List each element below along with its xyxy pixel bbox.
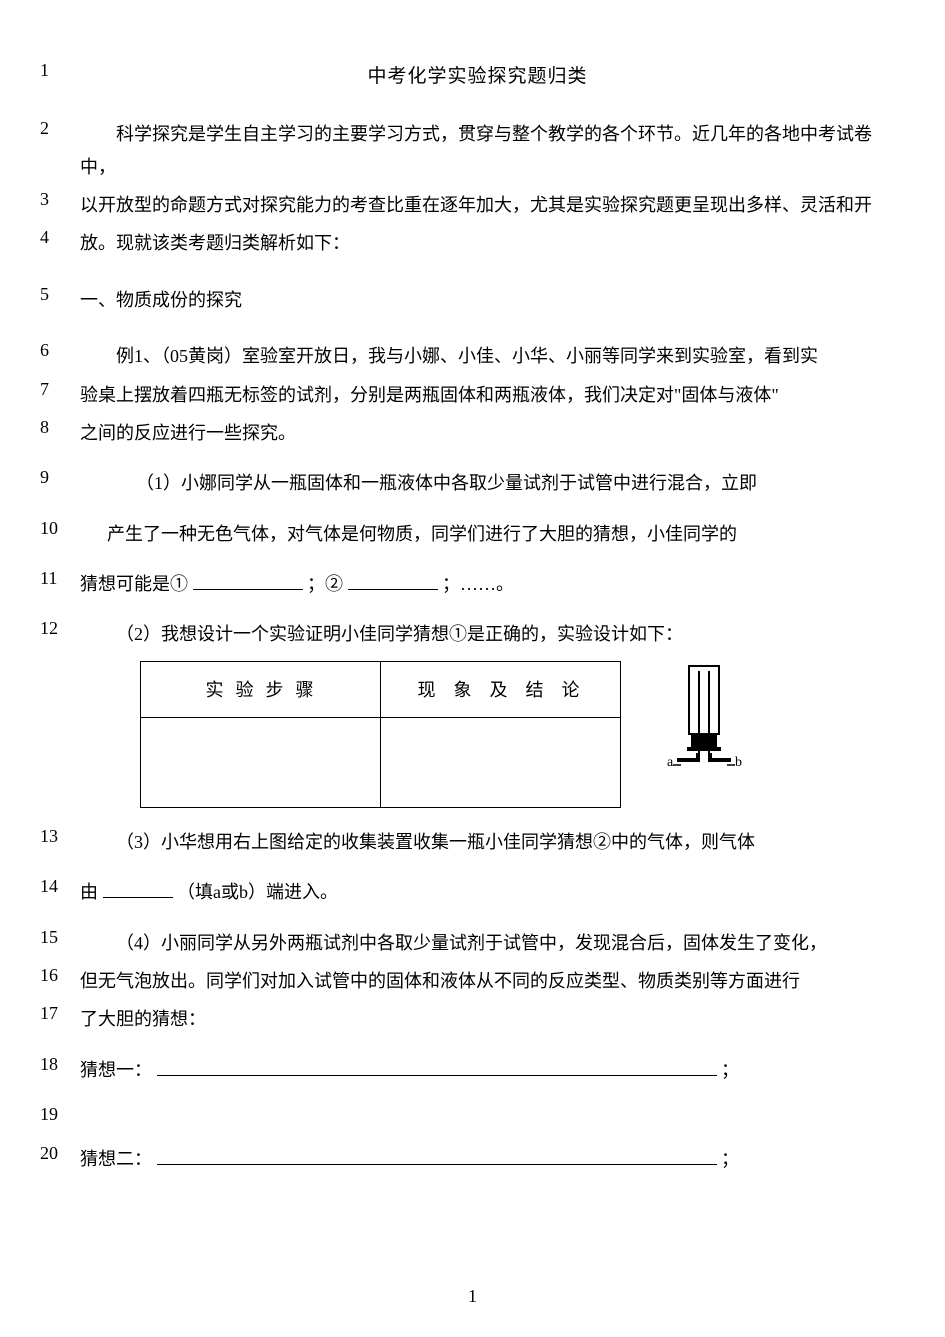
line-7: 7 验桌上摆放着四瓶无标签的试剂，分别是两瓶固体和两瓶液体，我们决定对"固体与液… (40, 379, 875, 411)
section-heading: 一、物质成份的探究 (80, 284, 875, 316)
line-18: 18 猜想一： ； (40, 1054, 875, 1086)
fill-blank-line: 由 （填a或b）端进入。 (80, 876, 875, 908)
line-number: 10 (40, 518, 80, 539)
line-number: 8 (40, 417, 80, 438)
line-17: 17 了大胆的猜想： (40, 1003, 875, 1035)
line-4: 4 放。现就该类考题归类解析如下： (40, 227, 875, 259)
line-number: 12 (40, 618, 80, 639)
text: 科学探究是学生自主学习的主要学习方式，贯穿与整个教学的各个环节。近几年的各地中考… (80, 124, 872, 176)
paragraph-text: （4）小丽同学从另外两瓶试剂中各取少量试剂于试管中，发现混合后，固体发生了变化， (80, 927, 875, 959)
table-header-steps: 实验步骤 (141, 661, 381, 717)
document-title: 中考化学实验探究题归类 (80, 60, 875, 94)
paragraph-text: 例1、（05黄岗）室验室开放日，我与小娜、小佳、小华、小丽等同学来到实验室，看到… (80, 340, 875, 372)
paragraph-text: （3）小华想用右上图给定的收集装置收集一瓶小佳同学猜想②中的气体，则气体 (80, 826, 875, 858)
line-6: 6 例1、（05黄岗）室验室开放日，我与小娜、小佳、小华、小丽等同学来到实验室，… (40, 340, 875, 372)
fill-blank-line: 猜想可能是① ；② ；……。 (80, 568, 875, 600)
paragraph-text: 了大胆的猜想： (80, 1003, 875, 1035)
blank-field[interactable] (193, 572, 303, 590)
text: （填a或b）端进入。 (177, 882, 338, 902)
text: 例1、（05黄岗）室验室开放日，我与小娜、小佳、小华、小丽等同学来到实验室，看到… (116, 346, 818, 366)
line-14: 14 由 （填a或b）端进入。 (40, 876, 875, 908)
line-12: 12 （2）我想设计一个实验证明小佳同学猜想①是正确的，实验设计如下： (40, 618, 875, 650)
text: 猜想二： (80, 1149, 152, 1169)
line-number: 16 (40, 965, 80, 986)
line-13: 13 （3）小华想用右上图给定的收集装置收集一瓶小佳同学猜想②中的气体，则气体 (40, 826, 875, 858)
line-10: 10 产生了一种无色气体，对气体是何物质，同学们进行了大胆的猜想，小佳同学的 (40, 518, 875, 550)
line-5: 5 一、物质成份的探究 (40, 284, 875, 316)
table-header-conclusion: 现象及结论 (381, 661, 621, 717)
line-number: 19 (40, 1104, 80, 1125)
line-number: 14 (40, 876, 80, 897)
paragraph-text: 但无气泡放出。同学们对加入试管中的固体和液体从不同的反应类型、物质类别等方面进行 (80, 965, 875, 997)
table-cell-empty[interactable] (141, 717, 381, 807)
paragraph-text: 以开放型的命题方式对探究能力的考查比重在逐年加大，尤其是实验探究题更呈现出多样、… (80, 189, 875, 221)
line-number: 5 (40, 284, 80, 305)
line-number: 17 (40, 1003, 80, 1024)
line-11: 11 猜想可能是① ；② ；……。 (40, 568, 875, 600)
line-8: 8 之间的反应进行一些探究。 (40, 417, 875, 449)
paragraph-text: 之间的反应进行一些探究。 (80, 417, 875, 449)
fill-blank-line: 猜想二： ； (80, 1143, 875, 1175)
experiment-table: 实验步骤 现象及结论 (140, 661, 621, 808)
fill-blank-line: 猜想一： ； (80, 1054, 875, 1086)
blank-field[interactable] (157, 1058, 717, 1076)
line-number: 9 (40, 467, 80, 488)
line-2: 2 科学探究是学生自主学习的主要学习方式，贯穿与整个教学的各个环节。近几年的各地… (40, 118, 875, 183)
line-number: 18 (40, 1054, 80, 1075)
line-number: 13 (40, 826, 80, 847)
line-number: 15 (40, 927, 80, 948)
line-number: 3 (40, 189, 80, 210)
experiment-table-row: 实验步骤 现象及结论 a b (140, 661, 875, 808)
line-number: 6 (40, 340, 80, 361)
page-number: 1 (0, 1286, 945, 1307)
table-cell-empty[interactable] (381, 717, 621, 807)
line-15: 15 （4）小丽同学从另外两瓶试剂中各取少量试剂于试管中，发现混合后，固体发生了… (40, 927, 875, 959)
line-3: 3 以开放型的命题方式对探究能力的考查比重在逐年加大，尤其是实验探究题更呈现出多… (40, 189, 875, 221)
blank-field[interactable] (103, 880, 173, 898)
paragraph-text: 放。现就该类考题归类解析如下： (80, 227, 875, 259)
line-16: 16 但无气泡放出。同学们对加入试管中的固体和液体从不同的反应类型、物质类别等方… (40, 965, 875, 997)
line-number: 20 (40, 1143, 80, 1164)
blank-field[interactable] (348, 572, 438, 590)
line-number: 2 (40, 118, 80, 139)
label-a: a (667, 755, 674, 770)
text: （2）我想设计一个实验证明小佳同学猜想①是正确的，实验设计如下： (116, 624, 683, 644)
line-number: 7 (40, 379, 80, 400)
line-9: 9 （1）小娜同学从一瓶固体和一瓶液体中各取少量试剂于试管中进行混合，立即 (40, 467, 875, 499)
line-number: 1 (40, 60, 80, 81)
text: （3）小华想用右上图给定的收集装置收集一瓶小佳同学猜想②中的气体，则气体 (116, 832, 755, 852)
label-b: b (735, 755, 742, 770)
paragraph-text: （2）我想设计一个实验证明小佳同学猜想①是正确的，实验设计如下： (80, 618, 875, 650)
line-number: 4 (40, 227, 80, 248)
line-19: 19 (40, 1104, 875, 1125)
text: 猜想可能是① (80, 574, 188, 594)
line-1: 1 中考化学实验探究题归类 (40, 60, 875, 94)
text: ；② (307, 574, 343, 594)
text: ；……。 (442, 574, 514, 594)
paragraph-text: 科学探究是学生自主学习的主要学习方式，贯穿与整个教学的各个环节。近几年的各地中考… (80, 118, 875, 183)
text: 由 (80, 882, 98, 902)
text: 产生了一种无色气体，对气体是何物质，同学们进行了大胆的猜想，小佳同学的 (107, 524, 737, 544)
text: （4）小丽同学从另外两瓶试剂中各取少量试剂于试管中，发现混合后，固体发生了变化， (116, 933, 827, 953)
paragraph-text: 验桌上摆放着四瓶无标签的试剂，分别是两瓶固体和两瓶液体，我们决定对"固体与液体" (80, 379, 875, 411)
text: 猜想一： (80, 1060, 152, 1080)
line-number: 11 (40, 568, 80, 589)
blank-field[interactable] (157, 1147, 717, 1165)
gas-collection-apparatus-icon: a b (661, 661, 741, 781)
text: ； (721, 1149, 739, 1169)
line-20: 20 猜想二： ； (40, 1143, 875, 1175)
paragraph-text: 产生了一种无色气体，对气体是何物质，同学们进行了大胆的猜想，小佳同学的 (80, 518, 875, 550)
paragraph-text: （1）小娜同学从一瓶固体和一瓶液体中各取少量试剂于试管中进行混合，立即 (80, 467, 875, 499)
text: ； (721, 1060, 739, 1080)
